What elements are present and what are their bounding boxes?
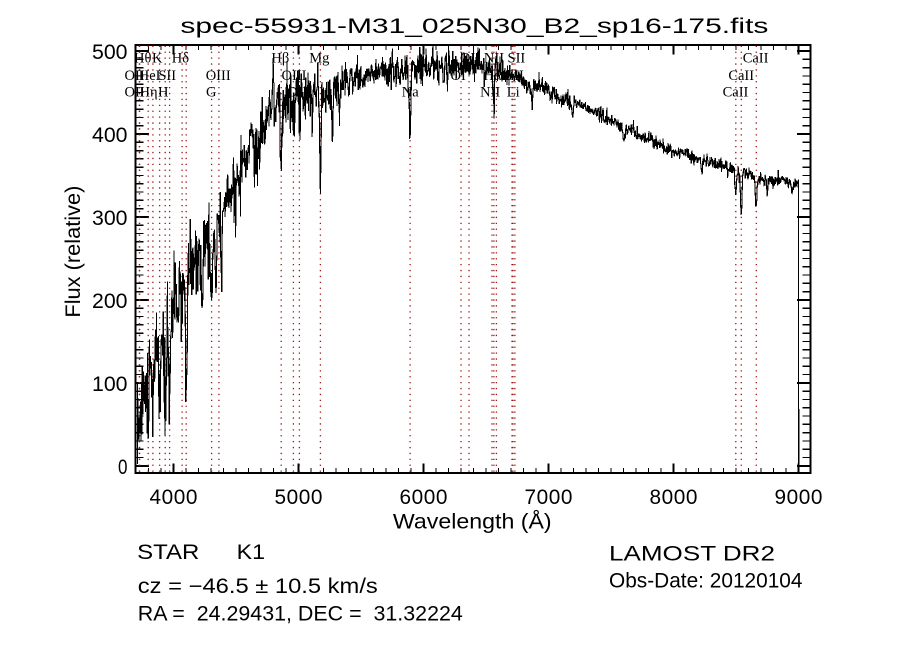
svg-text:Obs-Date: 20120104: Obs-Date: 20120104 <box>609 570 803 593</box>
svg-text:OI: OI <box>451 68 466 84</box>
svg-text:Hα: Hα <box>483 68 501 84</box>
svg-text:G: G <box>206 84 217 100</box>
svg-text:RA = 24.29431, DEC = 31.3222: RA = 24.29431, DEC = 31.32224 <box>138 603 463 626</box>
svg-text:CaII: CaII <box>728 68 754 84</box>
svg-text:STAR: STAR <box>137 541 199 564</box>
svg-text:Hδ: Hδ <box>172 50 189 66</box>
svg-text:OIII: OIII <box>206 68 231 84</box>
svg-text:OIII: OIII <box>282 68 307 84</box>
svg-text:cz = −46.5 ± 10.5 km/s: cz = −46.5 ± 10.5 km/s <box>138 575 378 598</box>
svg-text:H: H <box>158 84 169 100</box>
svg-text:Mg: Mg <box>309 50 329 66</box>
svg-text:Na: Na <box>402 84 419 100</box>
svg-text:Hθ: Hθ <box>134 50 151 66</box>
svg-text:SII: SII <box>158 68 176 84</box>
svg-text:CaII: CaII <box>743 50 769 66</box>
svg-text:SII: SII <box>508 50 526 66</box>
svg-text:LAMOST DR2: LAMOST DR2 <box>609 543 775 566</box>
svg-text:OII: OII <box>125 84 145 100</box>
svg-text:OI: OI <box>460 50 475 66</box>
svg-text:Flux (relative): Flux (relative) <box>62 186 85 318</box>
svg-text:spec-55931-M31_025N30_B2_sp16-: spec-55931-M31_025N30_B2_sp16-175.fits <box>180 15 768 38</box>
svg-text:300: 300 <box>92 207 128 230</box>
svg-text:HeI: HeI <box>139 68 161 84</box>
svg-text:SII: SII <box>506 68 524 84</box>
svg-text:K: K <box>152 50 163 66</box>
svg-text:OIII: OIII <box>287 84 312 100</box>
svg-text:7000: 7000 <box>525 486 573 509</box>
svg-text:200: 200 <box>92 290 128 313</box>
svg-text:OII: OII <box>125 68 145 84</box>
svg-text:9000: 9000 <box>775 486 823 509</box>
svg-text:NII: NII <box>480 84 500 100</box>
svg-text:5000: 5000 <box>275 486 323 509</box>
svg-text:Wavelength (Å): Wavelength (Å) <box>393 511 552 534</box>
svg-text:Li: Li <box>507 84 520 100</box>
svg-text:400: 400 <box>92 124 128 147</box>
svg-text:Hη: Hη <box>139 84 157 100</box>
svg-text:Hβ: Hβ <box>271 50 289 66</box>
svg-text:K1: K1 <box>237 541 265 564</box>
svg-text:NII: NII <box>484 50 504 66</box>
svg-text:4000: 4000 <box>150 486 198 509</box>
svg-text:CaII: CaII <box>723 84 749 100</box>
svg-text:6000: 6000 <box>400 486 448 509</box>
svg-text:100: 100 <box>92 373 128 396</box>
svg-text:0: 0 <box>118 456 128 479</box>
svg-text:500: 500 <box>92 41 128 64</box>
svg-text:8000: 8000 <box>650 486 698 509</box>
